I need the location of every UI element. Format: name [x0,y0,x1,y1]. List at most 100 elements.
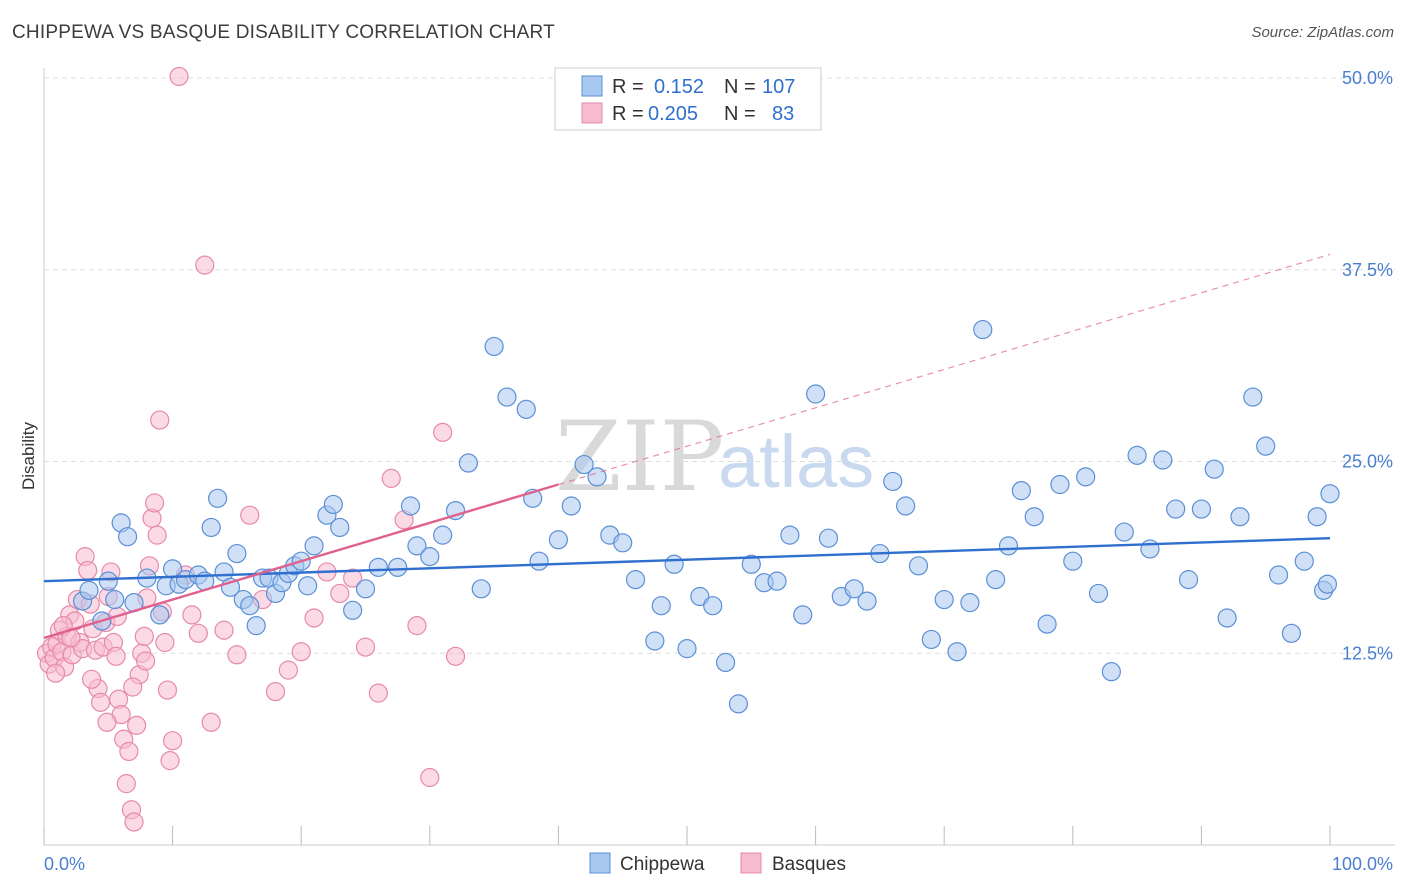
chippewa-point-100 [1166,499,1186,519]
chippewa-point-4 [105,589,125,610]
chippewa-point-32 [304,536,324,556]
chippewa-point-88 [1011,481,1031,501]
chippewa-point-105 [1230,507,1250,527]
chippewa-point-66 [728,694,749,714]
chippewa-point-98 [1140,539,1160,559]
chippewa-point-75 [844,579,864,599]
basques-point-72 [420,767,440,788]
legend-n-label-pink: N = [724,103,756,125]
chippewa-point-1 [79,580,99,600]
chippewa-point-52 [548,530,569,550]
chippewa-point-96 [1114,522,1134,542]
chippewa-point-113 [1320,484,1340,504]
basques-point-34 [124,812,144,832]
chippewa-point-48 [497,387,517,407]
basques-point-48 [160,751,180,771]
basques-point-66 [343,568,363,588]
chippewa-point-58 [625,570,646,590]
basques-point-63 [304,608,324,628]
chippewa-point-38 [368,557,388,577]
watermark: ZIP atlas [555,401,874,513]
basques-point-43 [147,525,167,545]
bottom-legend-label-chippewa: Chippewa [620,854,705,875]
chippewa-point-80 [908,556,929,576]
chippewa-point-72 [805,384,826,404]
basques-point-50 [169,66,189,87]
chippewa-point-81 [921,629,941,650]
chippewa-point-47 [484,336,504,357]
chippewa-point-62 [677,639,697,659]
chippewa-point-60 [651,596,671,616]
chippewa-point-102 [1191,499,1212,519]
chippewa-point-109 [1281,623,1302,643]
chart-source: Source: ZipAtlas.com [1251,24,1394,41]
basques-point-65 [330,583,350,604]
chippewa-point-101 [1178,570,1199,590]
basques-point-32 [119,741,139,762]
chippewa-point-59 [645,631,665,651]
legend-r-value-pink: 0.205 [648,103,698,125]
chippewa-point-114 [1317,574,1338,594]
series-legend: Chippewa Basques [589,852,846,875]
chippewa-point-16 [201,517,221,538]
basques-point-53 [188,623,208,643]
chippewa-point-55 [587,467,607,487]
legend-n-label-blue: N = [724,76,756,98]
chippewa-points [72,319,1340,714]
chippewa-point-51 [529,551,549,571]
basques-point-46 [155,632,175,653]
chippewa-point-53 [561,496,581,516]
legend-n-value-blue: 107 [762,76,795,98]
basques-point-44 [150,410,170,430]
legend-r-label-pink: R = [612,103,644,125]
chippewa-point-20 [227,543,247,564]
chippewa-point-45 [458,453,478,473]
chippewa-point-94 [1088,583,1109,604]
chippewa-point-110 [1294,551,1314,571]
basques-point-52 [182,605,202,625]
chippewa-point-9 [150,605,170,625]
y-tick-label-2: 37.5% [1342,260,1393,280]
chippewa-point-111 [1307,507,1327,527]
basques-point-68 [368,683,388,703]
chippewa-point-70 [780,525,800,545]
basques-points [36,66,466,832]
basques-point-16 [78,560,98,581]
legend-r-label-blue: R = [612,76,644,98]
chippewa-point-57 [613,533,633,553]
basques-point-74 [445,646,466,666]
chippewa-point-79 [896,496,916,516]
chippewa-point-3 [98,571,118,591]
chippewa-point-71 [793,605,813,625]
chippewa-point-23 [246,616,266,636]
chippewa-point-82 [934,589,954,610]
basques-point-21 [90,692,111,712]
bottom-legend-swatch-basques [740,852,762,874]
chippewa-point-93 [1076,467,1096,487]
legend-swatch-pink [581,102,603,124]
basques-point-61 [278,660,298,680]
y-axis-title: Disability [19,421,38,490]
basques-point-35 [126,715,147,735]
chippewa-point-6 [117,527,138,547]
trend-lines [43,253,1331,640]
chippewa-point-84 [960,593,980,613]
basques-point-69 [381,468,401,488]
basques-point-42 [144,493,165,513]
chippewa-point-89 [1024,507,1044,527]
chart-title: CHIPPEWA VS BASQUE DISABILITY CORRELATIO… [12,22,555,43]
chippewa-point-17 [208,488,228,508]
y-tick-label-1: 25.0% [1342,452,1393,472]
chippewa-point-64 [703,596,723,616]
chippewa-point-39 [388,557,408,577]
legend-r-value-blue: 0.152 [654,76,704,98]
basques-point-56 [214,620,234,640]
x-tick-label-0: 0.0% [44,854,85,874]
chippewa-point-99 [1153,450,1173,470]
y-tick-label-3: 50.0% [1342,68,1393,88]
basques-point-62 [291,642,311,662]
chippewa-point-36 [343,600,363,620]
chippewa-point-73 [818,528,839,548]
correlation-legend: R = 0.152 N = 107 R = 0.205 N = 83 [554,67,822,131]
